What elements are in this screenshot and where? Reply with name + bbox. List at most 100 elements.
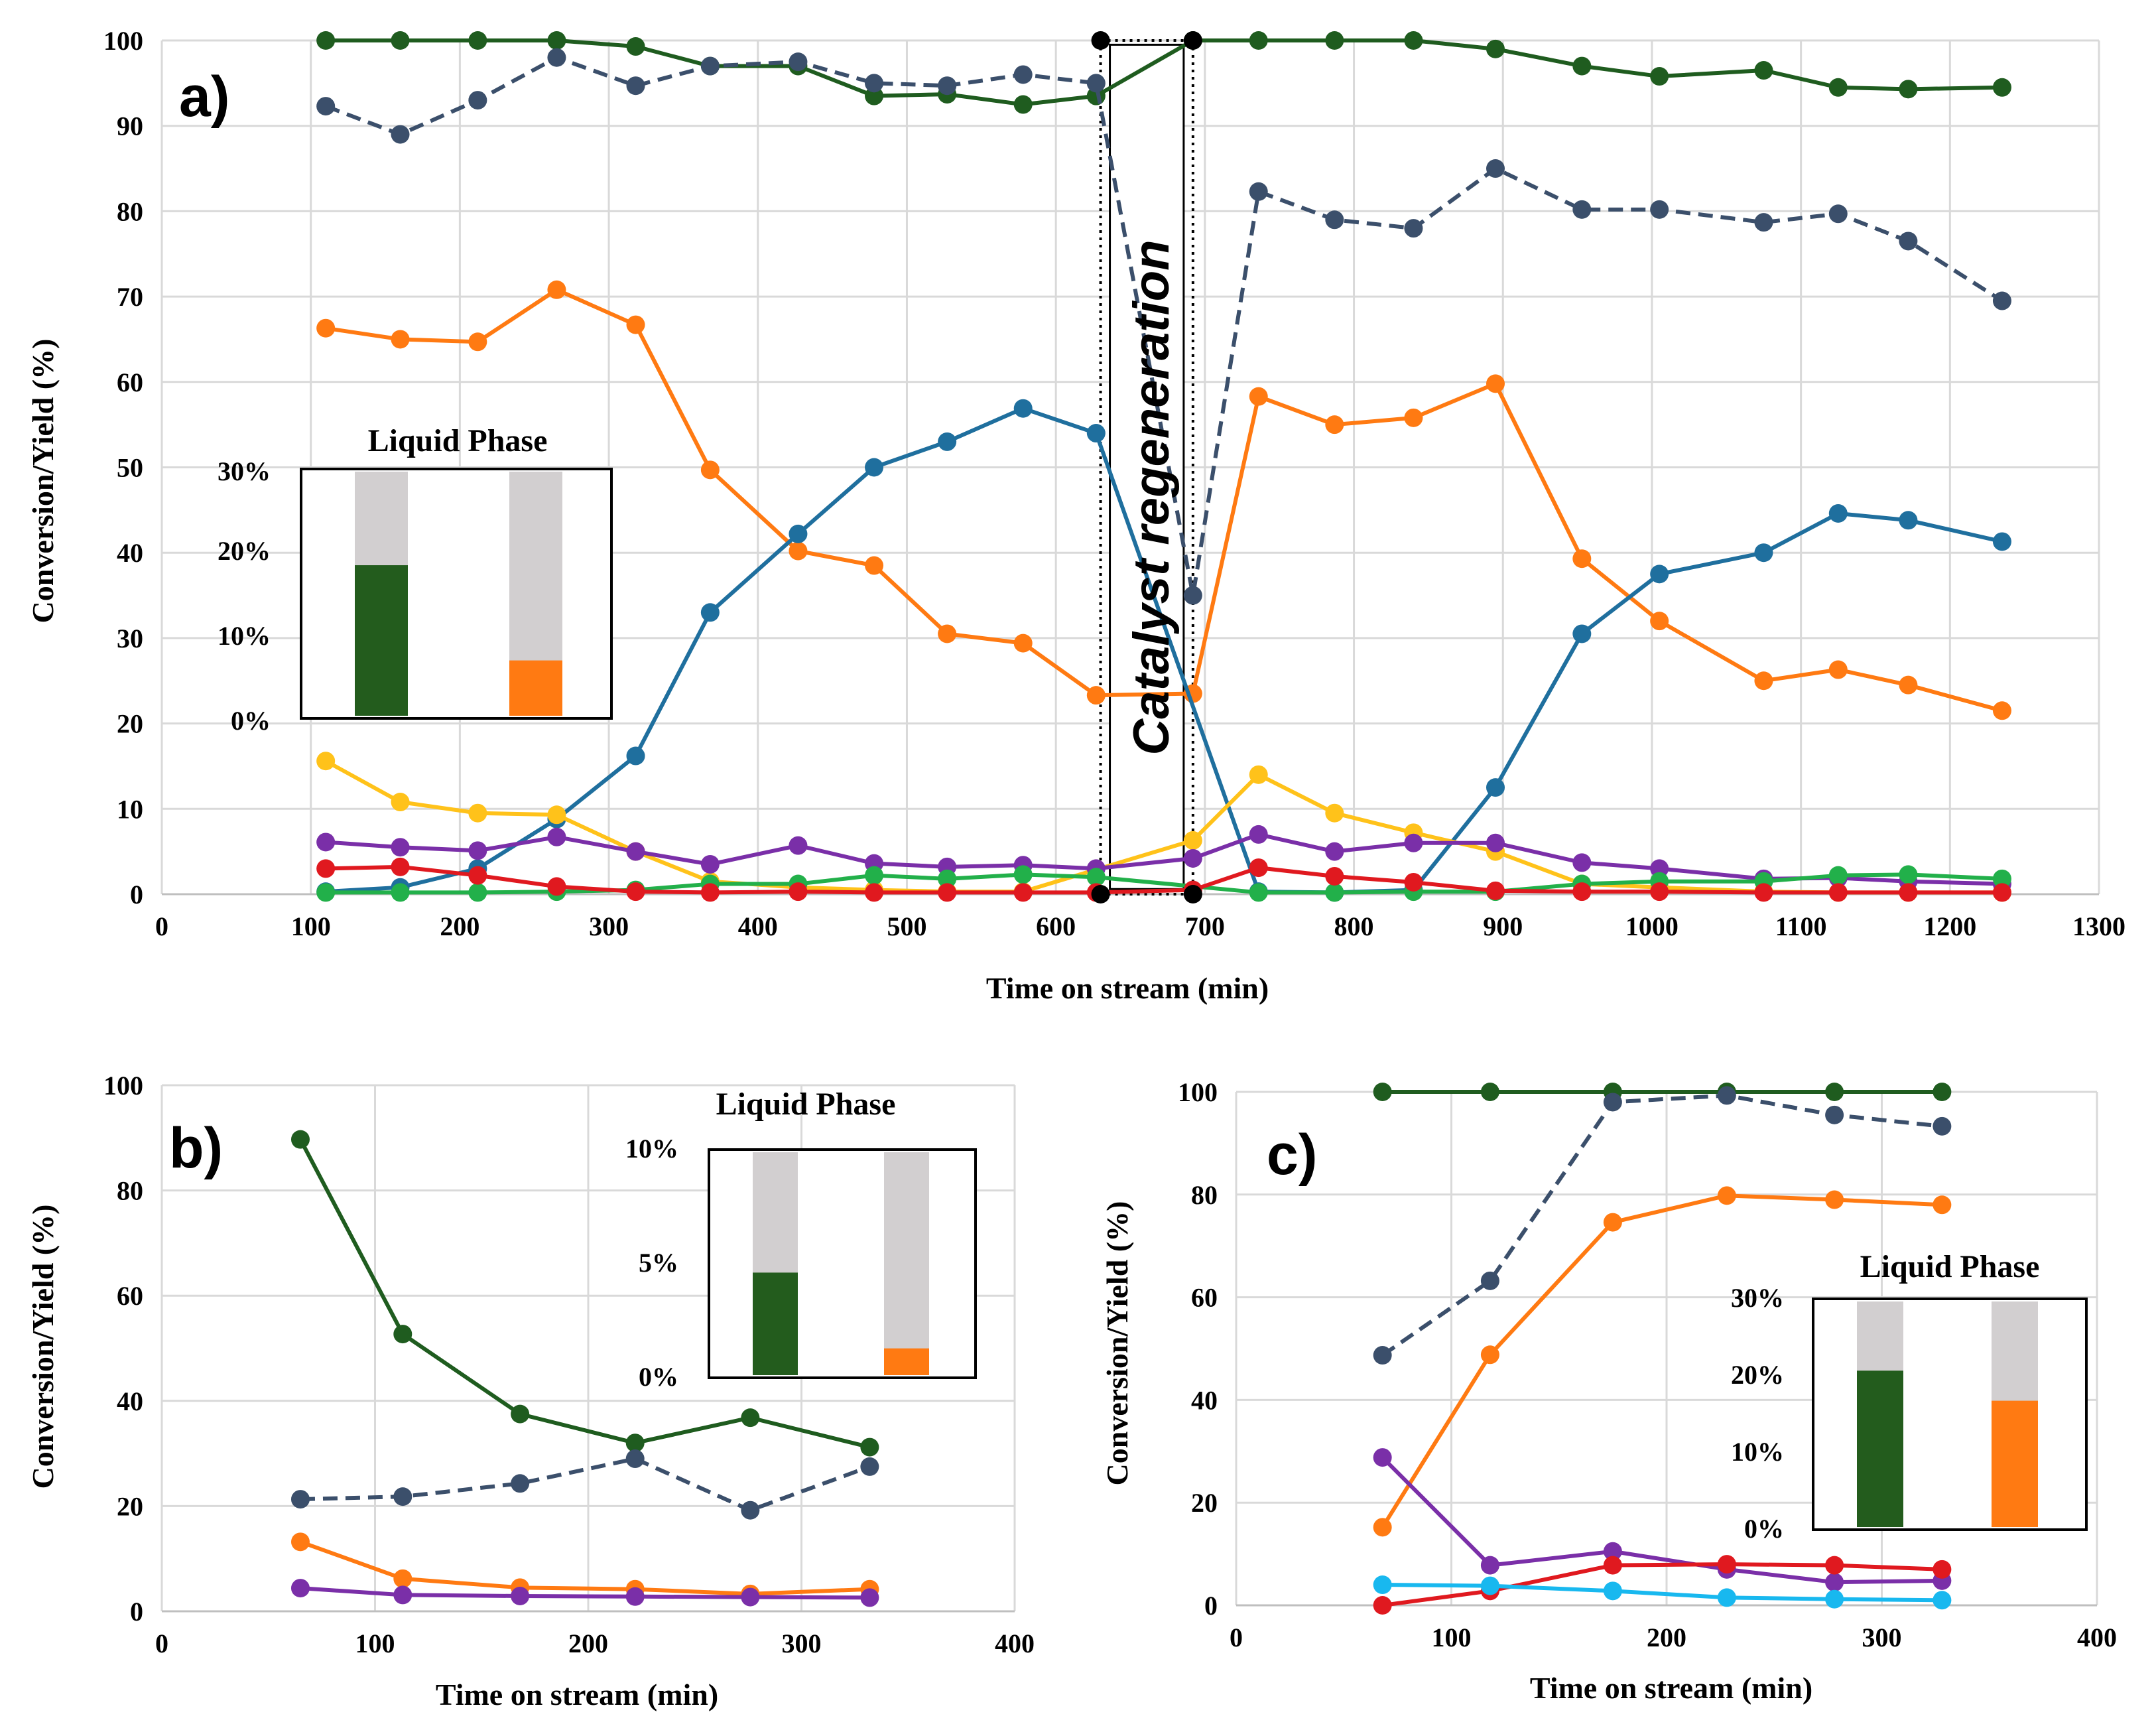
data-point [700,854,720,874]
data-point [1091,885,1110,903]
y-tick-label: 60 [117,367,143,397]
data-point [700,883,720,902]
data-point [865,458,884,477]
data-point [1404,872,1423,892]
x-tick-label: 400 [995,1629,1035,1658]
x-tick-label: 1300 [2072,911,2125,941]
data-point [1486,39,1505,58]
panel-a: 0 100 200 300 400 500 600 700 800 900 1000 1100 1200… [26,26,2125,1005]
data-point [626,746,645,766]
data-point [1086,868,1106,887]
data-point [789,52,808,72]
data-point [547,877,566,896]
data-point [1572,624,1592,643]
data-point [1650,565,1669,584]
data-point [1992,532,2011,551]
data-point [1717,1555,1736,1574]
data-point [1825,1556,1844,1575]
series-line [299,1540,870,1596]
data-point [511,1474,530,1493]
y-tick-label: 0 [1204,1591,1218,1621]
panel-c-ticks: 0 100 200 300 400 0 20 40 60 80 100 [1178,1077,2117,1652]
x-tick-label: 300 [782,1629,822,1658]
series-line [1381,1455,1942,1585]
data-point [626,37,645,56]
data-point [1486,881,1505,900]
data-point [316,97,336,116]
y-tick-label: 20 [117,709,143,739]
data-point [1828,660,1848,679]
data-point [1249,182,1268,201]
data-point [789,524,808,543]
data-point [290,1490,310,1509]
data-point [1754,671,1773,691]
data-point [1091,31,1110,50]
inset-tick-label: 0% [231,706,271,736]
data-point [1249,31,1268,50]
data-point [1717,1086,1736,1105]
data-point [860,1588,879,1607]
regeneration-label: Catalyst regeneration [1123,239,1180,755]
inset-tick-label: 10% [218,621,271,651]
y-tick-label: 80 [1191,1180,1218,1210]
y-tick-label: 40 [1191,1385,1218,1415]
x-tick-label: 500 [887,911,926,941]
x-tick-label: 400 [2077,1623,2117,1652]
data-point [1572,56,1592,76]
data-point [938,76,957,96]
data-point [1013,95,1033,114]
data-point [625,1449,645,1469]
x-tick-label: 0 [155,1629,168,1658]
data-point [1992,701,2011,720]
data-point [1828,866,1848,885]
data-point [1404,408,1423,427]
data-point [316,752,336,771]
data-point [1183,831,1202,850]
data-point [789,882,808,901]
data-point [1013,865,1033,884]
data-point [391,31,410,50]
x-tick-label: 0 [155,911,168,941]
panel-b-xlabel: Time on stream (min) [436,1678,718,1711]
panel-a-xlabel: Time on stream (min) [986,971,1269,1005]
x-tick-label: 1000 [1625,911,1679,941]
series-line [1381,1193,1942,1528]
series-orange [316,280,2011,720]
data-point [1480,1345,1499,1365]
data-point [1325,803,1344,823]
series-line [326,38,2003,107]
panel-b-inset-title: Liquid Phase [716,1087,896,1122]
data-point [1249,883,1268,902]
data-point [1933,1083,1952,1101]
data-point [316,31,336,50]
panel-c-inset-title: Liquid Phase [1860,1249,2040,1284]
y-tick-label: 100 [1178,1077,1218,1107]
data-point [1480,1556,1499,1575]
x-tick-label: 1100 [1775,911,1827,941]
inset-bar-background [884,1152,929,1375]
data-point [511,1587,530,1606]
inset-tick-label: 10% [625,1134,678,1164]
regeneration-box [1099,39,1194,896]
data-point [625,1587,645,1606]
data-point [1825,1190,1844,1209]
panel-b-inset: Liquid Phase 10% 5% 0% [625,1087,977,1392]
data-point [938,883,957,902]
data-point [468,803,487,823]
data-point [393,1325,412,1344]
x-tick-label: 700 [1185,911,1225,941]
data-point [1825,1573,1844,1592]
series-dark-green [290,1130,879,1457]
series-orange [1373,1186,1952,1537]
panel-a-inset-title: Liquid Phase [368,423,548,458]
panel-b: 0 100 200 300 400 0 20 40 60 80 100 b) Time on str… [26,1071,1035,1711]
data-point [1650,200,1669,219]
data-point [1249,387,1268,406]
data-point [1486,778,1505,797]
data-point [1480,1083,1499,1101]
x-tick-label: 1200 [1923,911,1976,941]
data-point [1404,31,1423,50]
series-purple [290,1579,879,1607]
data-point [1933,1560,1952,1579]
series-slate-dashed [316,48,2011,605]
